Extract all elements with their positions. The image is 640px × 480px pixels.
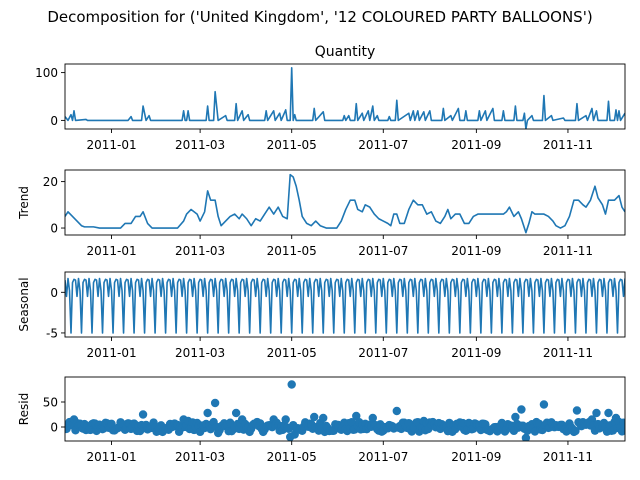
resid-point	[572, 406, 582, 415]
axes-frame	[64, 271, 626, 338]
resid-point	[458, 418, 468, 428]
resid-point	[539, 400, 549, 409]
resid-point	[521, 433, 531, 441]
panel-seasonal: Seasonal -5 0 2011-01 2011-03 2011-05 2011-07 2…	[17, 271, 626, 360]
resid-point	[511, 412, 520, 422]
resid-point	[347, 417, 356, 427]
resid-point	[281, 415, 290, 424]
y-axis-label: Trend	[17, 186, 31, 220]
x-tick-label: 2011-09	[451, 138, 501, 152]
x-tick-label: 2011-03	[175, 346, 225, 360]
resid-point	[620, 423, 625, 432]
y-tick-label: 50	[43, 396, 58, 410]
resid-point	[319, 413, 328, 423]
observed-line	[65, 67, 625, 129]
x-tick-label: 2011-11	[543, 138, 593, 152]
y-tick-label: 0	[50, 421, 58, 435]
x-tick-label: 2011-03	[175, 138, 225, 152]
resid-point	[287, 380, 296, 389]
x-tick-label: 2011-09	[451, 450, 501, 464]
panel-resid: Resid 0 50 2011-01 2011-03 2011-05 2011-07 2011…	[17, 376, 626, 464]
axes-frame	[64, 169, 626, 236]
panel-trend: Trend 0 20 2011-01 2011-03 2011-05 2011-07 2011…	[17, 169, 626, 258]
figure-suptitle: Decomposition for ('United Kingdom', '12…	[47, 8, 592, 26]
resid-point	[203, 408, 212, 418]
plot-area	[65, 277, 625, 334]
axes-frame	[64, 376, 626, 442]
resid-point	[138, 410, 148, 419]
panel-title: Quantity	[315, 44, 376, 60]
y-tick-label: 20	[43, 175, 58, 189]
plot-area	[65, 173, 625, 234]
resid-point	[310, 412, 319, 422]
trend-line	[65, 173, 625, 234]
x-tick-label: 2011-05	[267, 138, 317, 152]
resid-point	[231, 408, 241, 418]
x-tick-label: 2011-01	[86, 244, 136, 258]
x-tick-label: 2011-07	[358, 450, 408, 464]
x-tick-label: 2011-05	[267, 244, 317, 258]
x-tick-label: 2011-09	[451, 244, 501, 258]
x-tick-label: 2011-05	[267, 450, 317, 464]
x-tick-label: 2011-07	[358, 346, 408, 360]
y-axis-label: Seasonal	[17, 277, 31, 331]
resid-point	[604, 408, 613, 418]
resid-point	[392, 406, 401, 416]
resid-point	[352, 411, 361, 421]
x-tick-label: 2011-05	[267, 346, 317, 360]
plot-area	[65, 67, 625, 129]
seasonal-line	[65, 277, 625, 334]
plot-area	[65, 380, 625, 441]
x-tick-label: 2011-03	[175, 244, 225, 258]
resid-point	[571, 426, 580, 436]
x-tick-label: 2011-01	[86, 138, 136, 152]
y-axis-label: Resid	[17, 393, 31, 425]
x-tick-label: 2011-01	[86, 346, 136, 360]
panel-observed: Quantity 0 100 2011-01 2011-03 2011-05 2011-07…	[35, 44, 626, 152]
y-tick-label: 0	[50, 222, 58, 236]
resid-point	[592, 408, 601, 418]
resid-point	[517, 405, 526, 414]
resid-point	[210, 398, 220, 408]
x-tick-label: 2011-11	[543, 244, 593, 258]
x-tick-label: 2011-11	[543, 450, 593, 464]
x-tick-label: 2011-07	[358, 138, 408, 152]
axes-frame	[64, 63, 626, 130]
resid-point	[368, 413, 377, 423]
y-tick-label: 0	[50, 286, 58, 300]
x-tick-label: 2011-01	[86, 450, 136, 464]
y-tick-label: 0	[50, 114, 58, 128]
x-tick-label: 2011-11	[543, 346, 593, 360]
x-tick-label: 2011-07	[358, 244, 408, 258]
y-tick-label: -5	[46, 326, 58, 340]
x-tick-label: 2011-09	[451, 346, 501, 360]
x-tick-label: 2011-03	[175, 450, 225, 464]
y-tick-label: 100	[35, 66, 58, 80]
resid-point	[476, 425, 486, 435]
